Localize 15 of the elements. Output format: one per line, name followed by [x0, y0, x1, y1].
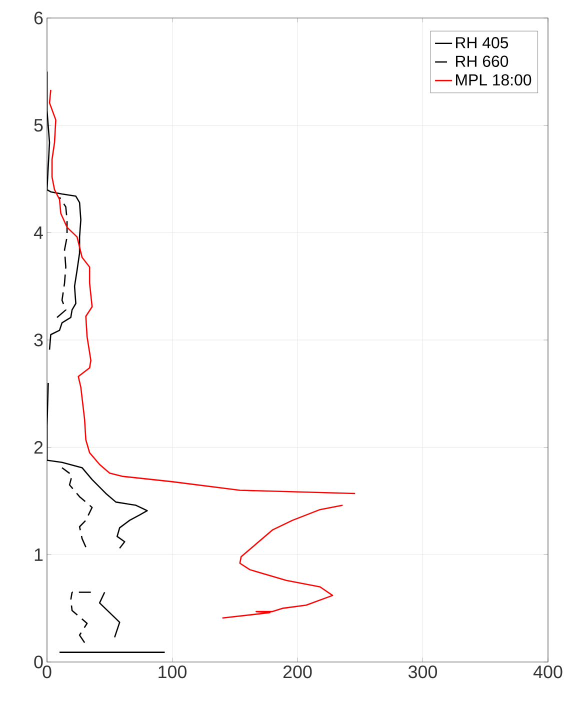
legend-label: MPL 18:00 [456, 74, 532, 86]
x-tick-label: 0 [42, 666, 52, 678]
y-tick-label: 4 [34, 226, 43, 239]
x-tick-label: 400 [533, 666, 562, 678]
y-tick-label: 0 [34, 656, 43, 668]
x-tick-label: 300 [408, 666, 438, 678]
y-tick-label: 2 [34, 441, 43, 454]
y-tick-label: 3 [34, 334, 43, 346]
y-tick-label: 6 [34, 12, 43, 24]
y-tick-label: 1 [34, 548, 43, 561]
legend-label: RH 405 [456, 37, 508, 48]
y-tick-label: 5 [34, 119, 43, 132]
x-tick-label: 200 [283, 666, 312, 678]
x-tick-label: 100 [158, 666, 187, 678]
legend-label: RH 660 [456, 56, 508, 67]
